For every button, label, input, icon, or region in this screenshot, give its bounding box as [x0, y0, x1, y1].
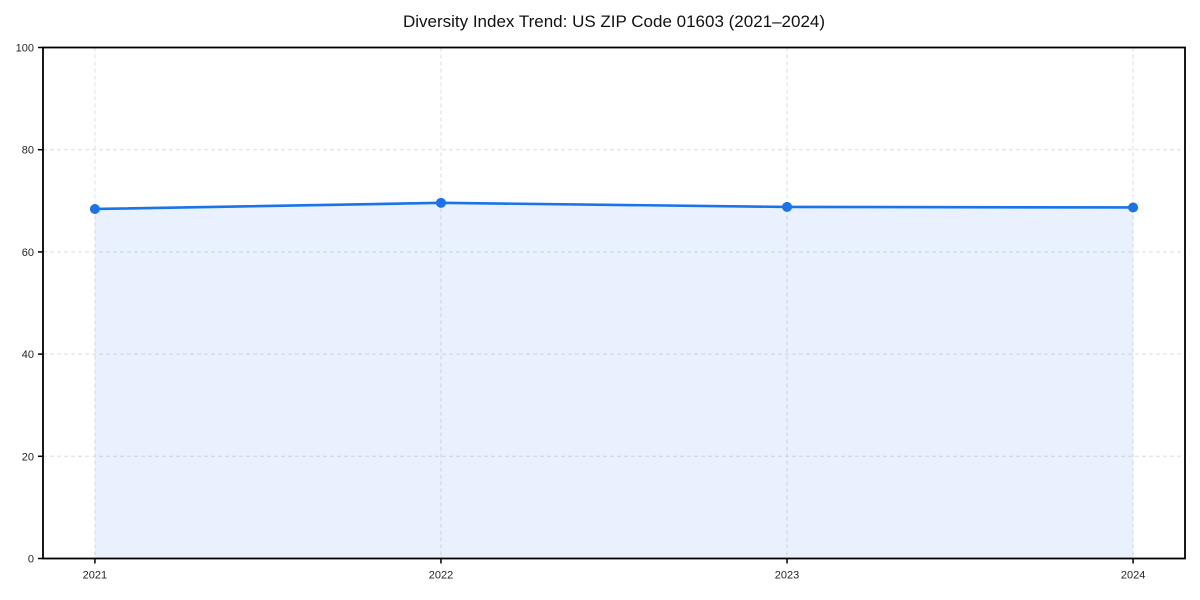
y-tick-label: 100 — [16, 43, 34, 55]
data-point-marker — [435, 197, 446, 208]
chart-title: Diversity Index Trend: US ZIP Code 01603… — [402, 12, 826, 31]
data-point-marker — [89, 203, 100, 214]
y-tick-label: 20 — [22, 451, 34, 463]
x-tick-label: 2024 — [1121, 570, 1145, 582]
trend-line — [93, 201, 1135, 211]
x-tick-label: 2022 — [429, 570, 453, 582]
y-tick-label: 80 — [22, 145, 34, 157]
y-tick-label: 40 — [22, 349, 34, 361]
y-tick-label: 60 — [22, 247, 34, 259]
data-point-marker — [1128, 202, 1139, 213]
x-tick-label: 2021 — [83, 570, 107, 582]
area-fill — [94, 202, 1134, 559]
data-point-marker — [782, 201, 793, 212]
x-tick-label: 2023 — [775, 570, 799, 582]
y-tick-label: 0 — [28, 554, 34, 566]
plot-border — [42, 46, 1186, 560]
